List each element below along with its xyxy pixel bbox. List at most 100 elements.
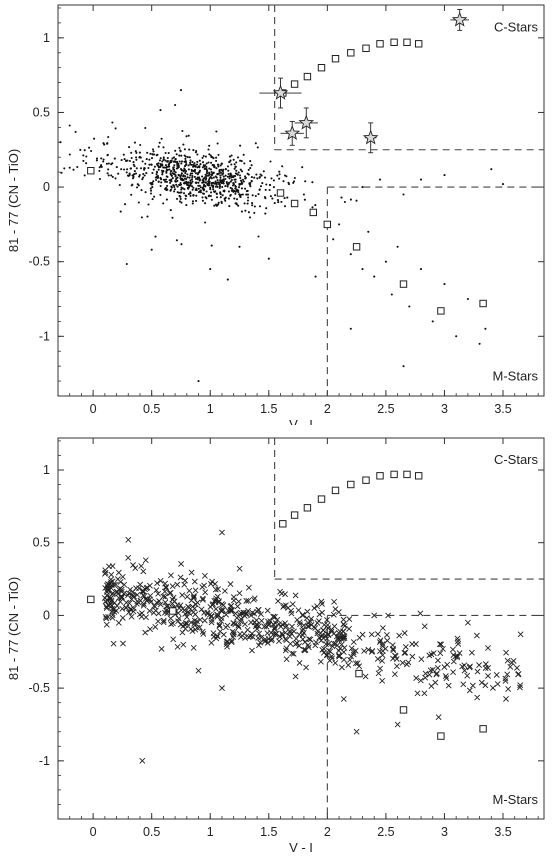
data-point [191,174,194,178]
data-point [190,644,197,651]
data-point [439,645,446,652]
data-point [140,602,147,609]
data-point [197,191,201,194]
data-point [206,183,209,186]
data-point [154,580,161,587]
data-point [178,160,181,163]
data-point [201,196,204,199]
c-stars-label: C-Stars [494,19,539,34]
data-point [239,195,242,198]
data-point [228,155,232,158]
data-point [152,607,159,614]
data-point [76,165,79,169]
m-stars-label: M-Stars [493,369,539,384]
data-point [175,615,182,622]
data-point [198,159,201,162]
data-point [120,590,127,597]
data-point [130,562,136,569]
data-point [305,644,312,651]
data-point [278,177,281,180]
data-point [180,154,183,157]
data-point [218,608,225,615]
y-tick-label: 1 [43,31,50,45]
data-point [187,193,190,196]
data-point [162,202,165,205]
data-point [135,151,138,154]
m-stars-label: M-Stars [493,792,539,807]
data-point [172,156,176,159]
data-point [204,181,207,184]
data-point [185,180,188,183]
data-point [379,657,386,664]
data-point [224,168,227,171]
data-point [319,609,326,616]
data-point [219,176,222,179]
data-point [211,164,214,167]
data-point [234,603,241,610]
data-point [361,186,364,189]
plot-frame [57,437,545,820]
data-point [68,153,71,156]
data-point [235,598,242,605]
data-point [396,632,403,639]
data-point [289,601,296,608]
data-point [183,167,186,170]
data-point [126,168,129,171]
data-point [63,167,66,170]
data-point [212,188,215,191]
data-point [236,590,243,597]
data-point [332,660,339,666]
data-point [437,650,444,657]
data-point [296,642,303,649]
data-point [152,168,155,171]
data-point [324,635,331,642]
data-point [255,173,258,176]
data-point [149,187,152,190]
model-track-square [403,470,411,479]
data-point [138,175,141,178]
data-point [168,621,175,628]
data-point [130,193,133,196]
data-point [246,193,250,196]
data-point [141,160,144,163]
data-point [301,646,307,653]
data-point [212,597,219,604]
data-point [445,682,452,689]
data-point [215,586,222,593]
data-point [221,173,224,176]
data-point [257,235,260,238]
data-point [261,182,264,185]
data-point [180,162,183,165]
data-point [224,185,227,188]
data-point [201,156,204,159]
data-point [210,244,213,247]
data-point [215,196,219,199]
data-point [155,170,158,173]
data-point [244,175,247,178]
x-tick-label: 2 [324,402,331,416]
data-point [125,262,128,266]
model-track-square [290,80,299,88]
data-point [153,587,160,594]
data-point [443,174,446,177]
data-point [254,142,257,145]
data-point [154,235,157,238]
data-point [245,190,248,193]
data-point [95,157,99,160]
data-point [314,619,321,626]
data-point [108,571,115,578]
data-point [205,165,208,169]
data-point [160,619,167,626]
data-point [172,166,175,169]
data-point [417,677,424,684]
data-point [157,577,164,584]
data-point [340,196,343,199]
data-point [330,611,337,618]
data-point [182,610,189,617]
data-point [188,176,191,179]
data-point [193,162,196,165]
data-point [461,662,468,669]
data-point [218,185,222,188]
data-point [107,579,114,585]
data-point [152,150,155,153]
